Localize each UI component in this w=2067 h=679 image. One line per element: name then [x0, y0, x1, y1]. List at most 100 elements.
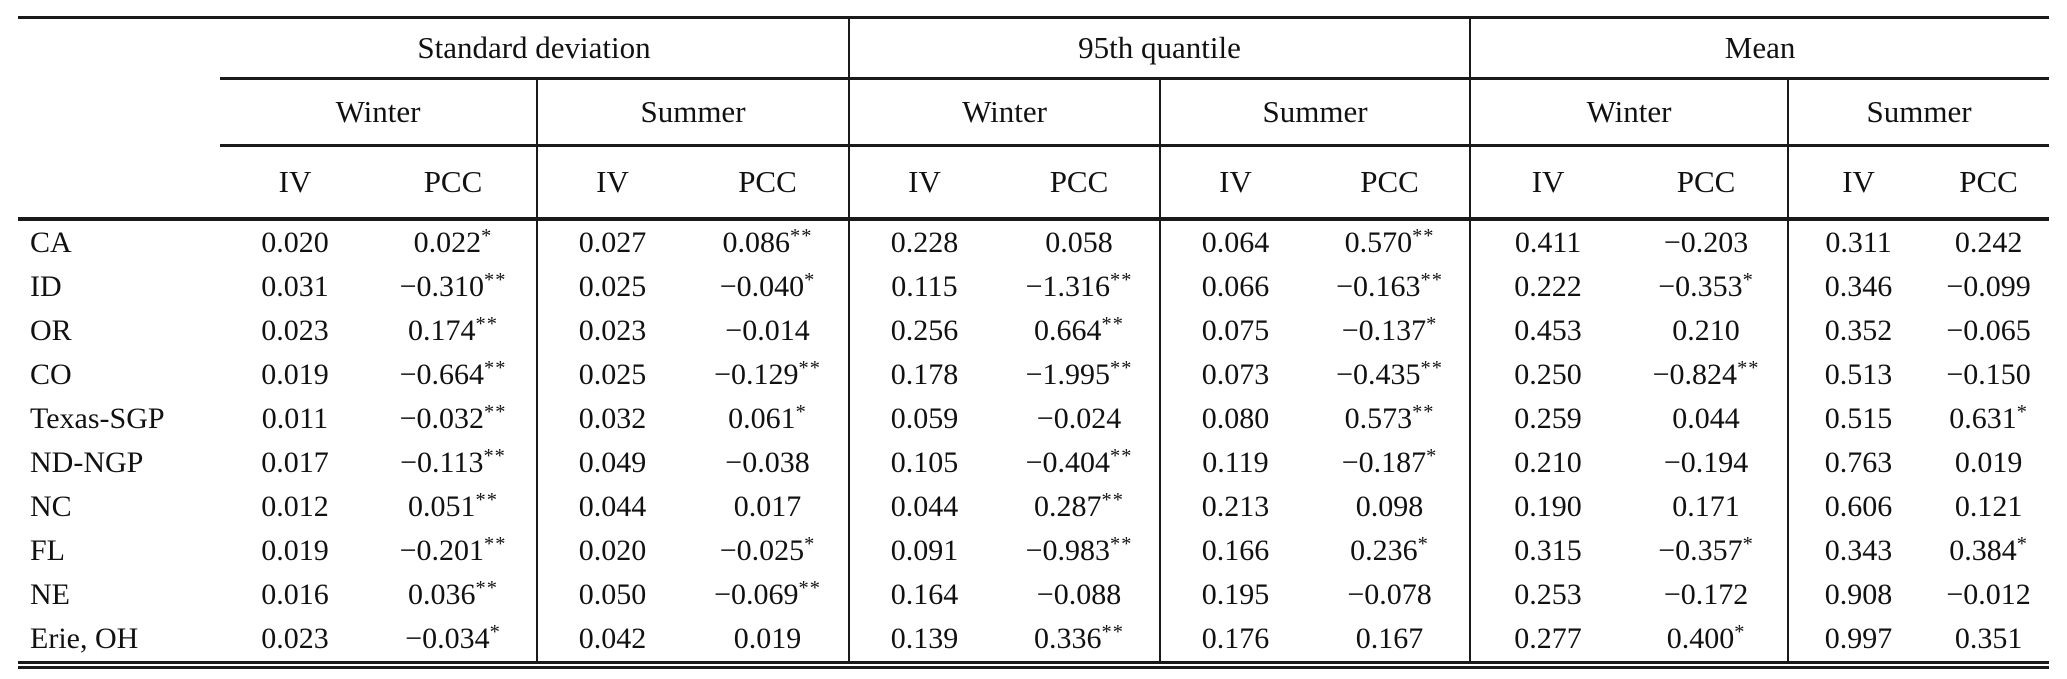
table-row: Erie, OH 0.023 −0.034* 0.042 0.019 0.139 0.336… — [18, 617, 2049, 665]
data-cell: 0.098 — [1355, 490, 1424, 523]
data-cell: −0.014 — [725, 314, 810, 347]
table-row: NC 0.012 0.051** 0.044 0.017 0.044 0.287** 0.21… — [18, 485, 2049, 529]
data-cell: 0.167 — [1355, 622, 1424, 655]
significance-stars: * — [489, 621, 501, 644]
data-cell: −1.995** — [1025, 357, 1133, 392]
col-header-iv: IV — [536, 145, 687, 221]
table-row: ID 0.031 −0.310** 0.025 −0.040* 0.115 −1.316**… — [18, 265, 2049, 309]
significance-stars: * — [1742, 269, 1754, 292]
data-cell: −0.038 — [725, 446, 810, 479]
data-cell: 0.121 — [1954, 490, 2023, 523]
season-header: Summer — [536, 78, 849, 147]
data-cell: 0.228 — [848, 219, 999, 265]
data-cell: 0.042 — [536, 617, 687, 665]
results-table: Standard deviation 95th quantile Mean Wi… — [18, 16, 2050, 669]
data-cell: −0.069** — [714, 577, 821, 612]
data-cell: 0.061* — [728, 401, 807, 436]
data-cell: 0.049 — [536, 441, 687, 485]
data-cell: 0.025 — [536, 265, 687, 309]
data-cell: 0.023 — [261, 314, 329, 347]
data-cell: −0.099 — [1946, 270, 2031, 303]
data-cell: 0.016 — [261, 578, 329, 611]
data-cell: 0.573** — [1344, 401, 1435, 436]
data-cell: 0.073 — [1159, 353, 1310, 397]
significance-stars: ** — [1412, 401, 1435, 424]
season-header: Winter — [1469, 78, 1789, 147]
data-cell: 0.315 — [1469, 529, 1626, 573]
significance-stars: ** — [484, 533, 507, 556]
significance-stars: * — [1734, 621, 1746, 644]
data-cell: −0.113** — [400, 445, 506, 480]
data-cell: −0.203 — [1663, 226, 1749, 259]
data-cell: −0.187* — [1341, 445, 1438, 480]
data-cell: 0.606 — [1787, 485, 1929, 529]
data-cell: 0.277 — [1469, 617, 1626, 665]
data-cell: 0.210 — [1672, 314, 1740, 347]
data-cell: 0.411 — [1469, 219, 1626, 265]
data-cell: 0.023 — [536, 309, 687, 353]
table-row: ND-NGP 0.017 −0.113** 0.049 −0.038 0.105 −0.40… — [18, 441, 2049, 485]
col-header-iv: IV — [1469, 145, 1626, 221]
data-cell: −0.404** — [1025, 445, 1133, 480]
group-header-mean: Mean — [1469, 17, 2050, 80]
col-header-iv: IV — [1159, 145, 1310, 221]
season-header: Winter — [220, 78, 537, 147]
data-cell: 0.032 — [536, 397, 687, 441]
data-cell: 0.017 — [261, 446, 329, 479]
data-cell: 0.256 — [848, 309, 999, 353]
row-label: Erie, OH — [30, 622, 139, 655]
data-cell: 0.139 — [848, 617, 999, 665]
significance-stars: * — [481, 225, 493, 248]
season-header: Summer — [1158, 78, 1471, 147]
significance-stars: * — [2016, 533, 2028, 556]
data-cell: −0.194 — [1663, 446, 1749, 479]
data-cell: 0.346 — [1787, 265, 1929, 309]
data-cell: 0.343 — [1787, 529, 1929, 573]
data-cell: −0.012 — [1946, 578, 2031, 611]
data-cell: 0.400* — [1666, 621, 1746, 656]
row-label: ID — [30, 270, 62, 303]
data-cell: −0.310** — [399, 269, 507, 304]
data-cell: −0.172 — [1663, 578, 1749, 611]
data-cell: 0.086** — [722, 225, 813, 260]
data-cell: 0.166 — [1159, 529, 1310, 573]
significance-stars: ** — [1420, 357, 1443, 380]
data-cell: 0.664** — [1034, 313, 1124, 348]
significance-stars: ** — [484, 357, 507, 380]
data-cell: 0.515 — [1787, 397, 1929, 441]
data-cell: 0.222 — [1469, 265, 1626, 309]
data-cell: 0.044 — [848, 485, 999, 529]
data-cell: 0.031 — [261, 270, 329, 303]
data-cell: 0.044 — [536, 485, 687, 529]
season-header-row: Winter Summer Winter Summer Winter Summe… — [18, 78, 2050, 147]
data-cell: 0.036** — [408, 577, 498, 612]
col-header-pcc: PCC — [999, 145, 1160, 221]
season-header: Summer — [1787, 78, 2050, 147]
data-cell: −0.040* — [719, 269, 816, 304]
table-row: OR 0.023 0.174** 0.023 −0.014 0.256 0.664** 0.0… — [18, 309, 2049, 353]
row-label: Texas-SGP — [30, 402, 165, 435]
data-cell: −0.137* — [1341, 313, 1438, 348]
data-cell: 0.513 — [1787, 353, 1929, 397]
data-cell: 0.119 — [1159, 441, 1310, 485]
data-cell: −0.129** — [714, 357, 821, 392]
data-cell: −0.435** — [1336, 357, 1443, 392]
data-cell: 0.022* — [413, 225, 493, 260]
col-header-iv: IV — [848, 145, 999, 221]
data-cell: 0.044 — [1672, 402, 1740, 435]
group-header-95th-quantile: 95th quantile — [847, 17, 1471, 80]
significance-stars: ** — [1412, 225, 1435, 248]
table-body: CA 0.020 0.022* 0.027 0.086** 0.228 0.058 0.064… — [18, 219, 2049, 665]
data-cell: 0.259 — [1469, 397, 1626, 441]
group-header-row: Standard deviation 95th quantile Mean — [18, 17, 2050, 80]
data-cell: 0.064 — [1159, 219, 1310, 265]
data-cell: −0.065 — [1946, 314, 2031, 347]
data-cell: 0.019 — [1954, 446, 2023, 479]
table-row: Texas-SGP 0.011 −0.032** 0.032 0.061* 0.059 −0… — [18, 397, 2049, 441]
data-cell: 0.311 — [1787, 219, 1929, 265]
data-cell: 0.453 — [1469, 309, 1626, 353]
significance-stars: * — [804, 269, 816, 292]
row-label: FL — [30, 534, 66, 567]
data-cell: −0.983** — [1025, 533, 1133, 568]
